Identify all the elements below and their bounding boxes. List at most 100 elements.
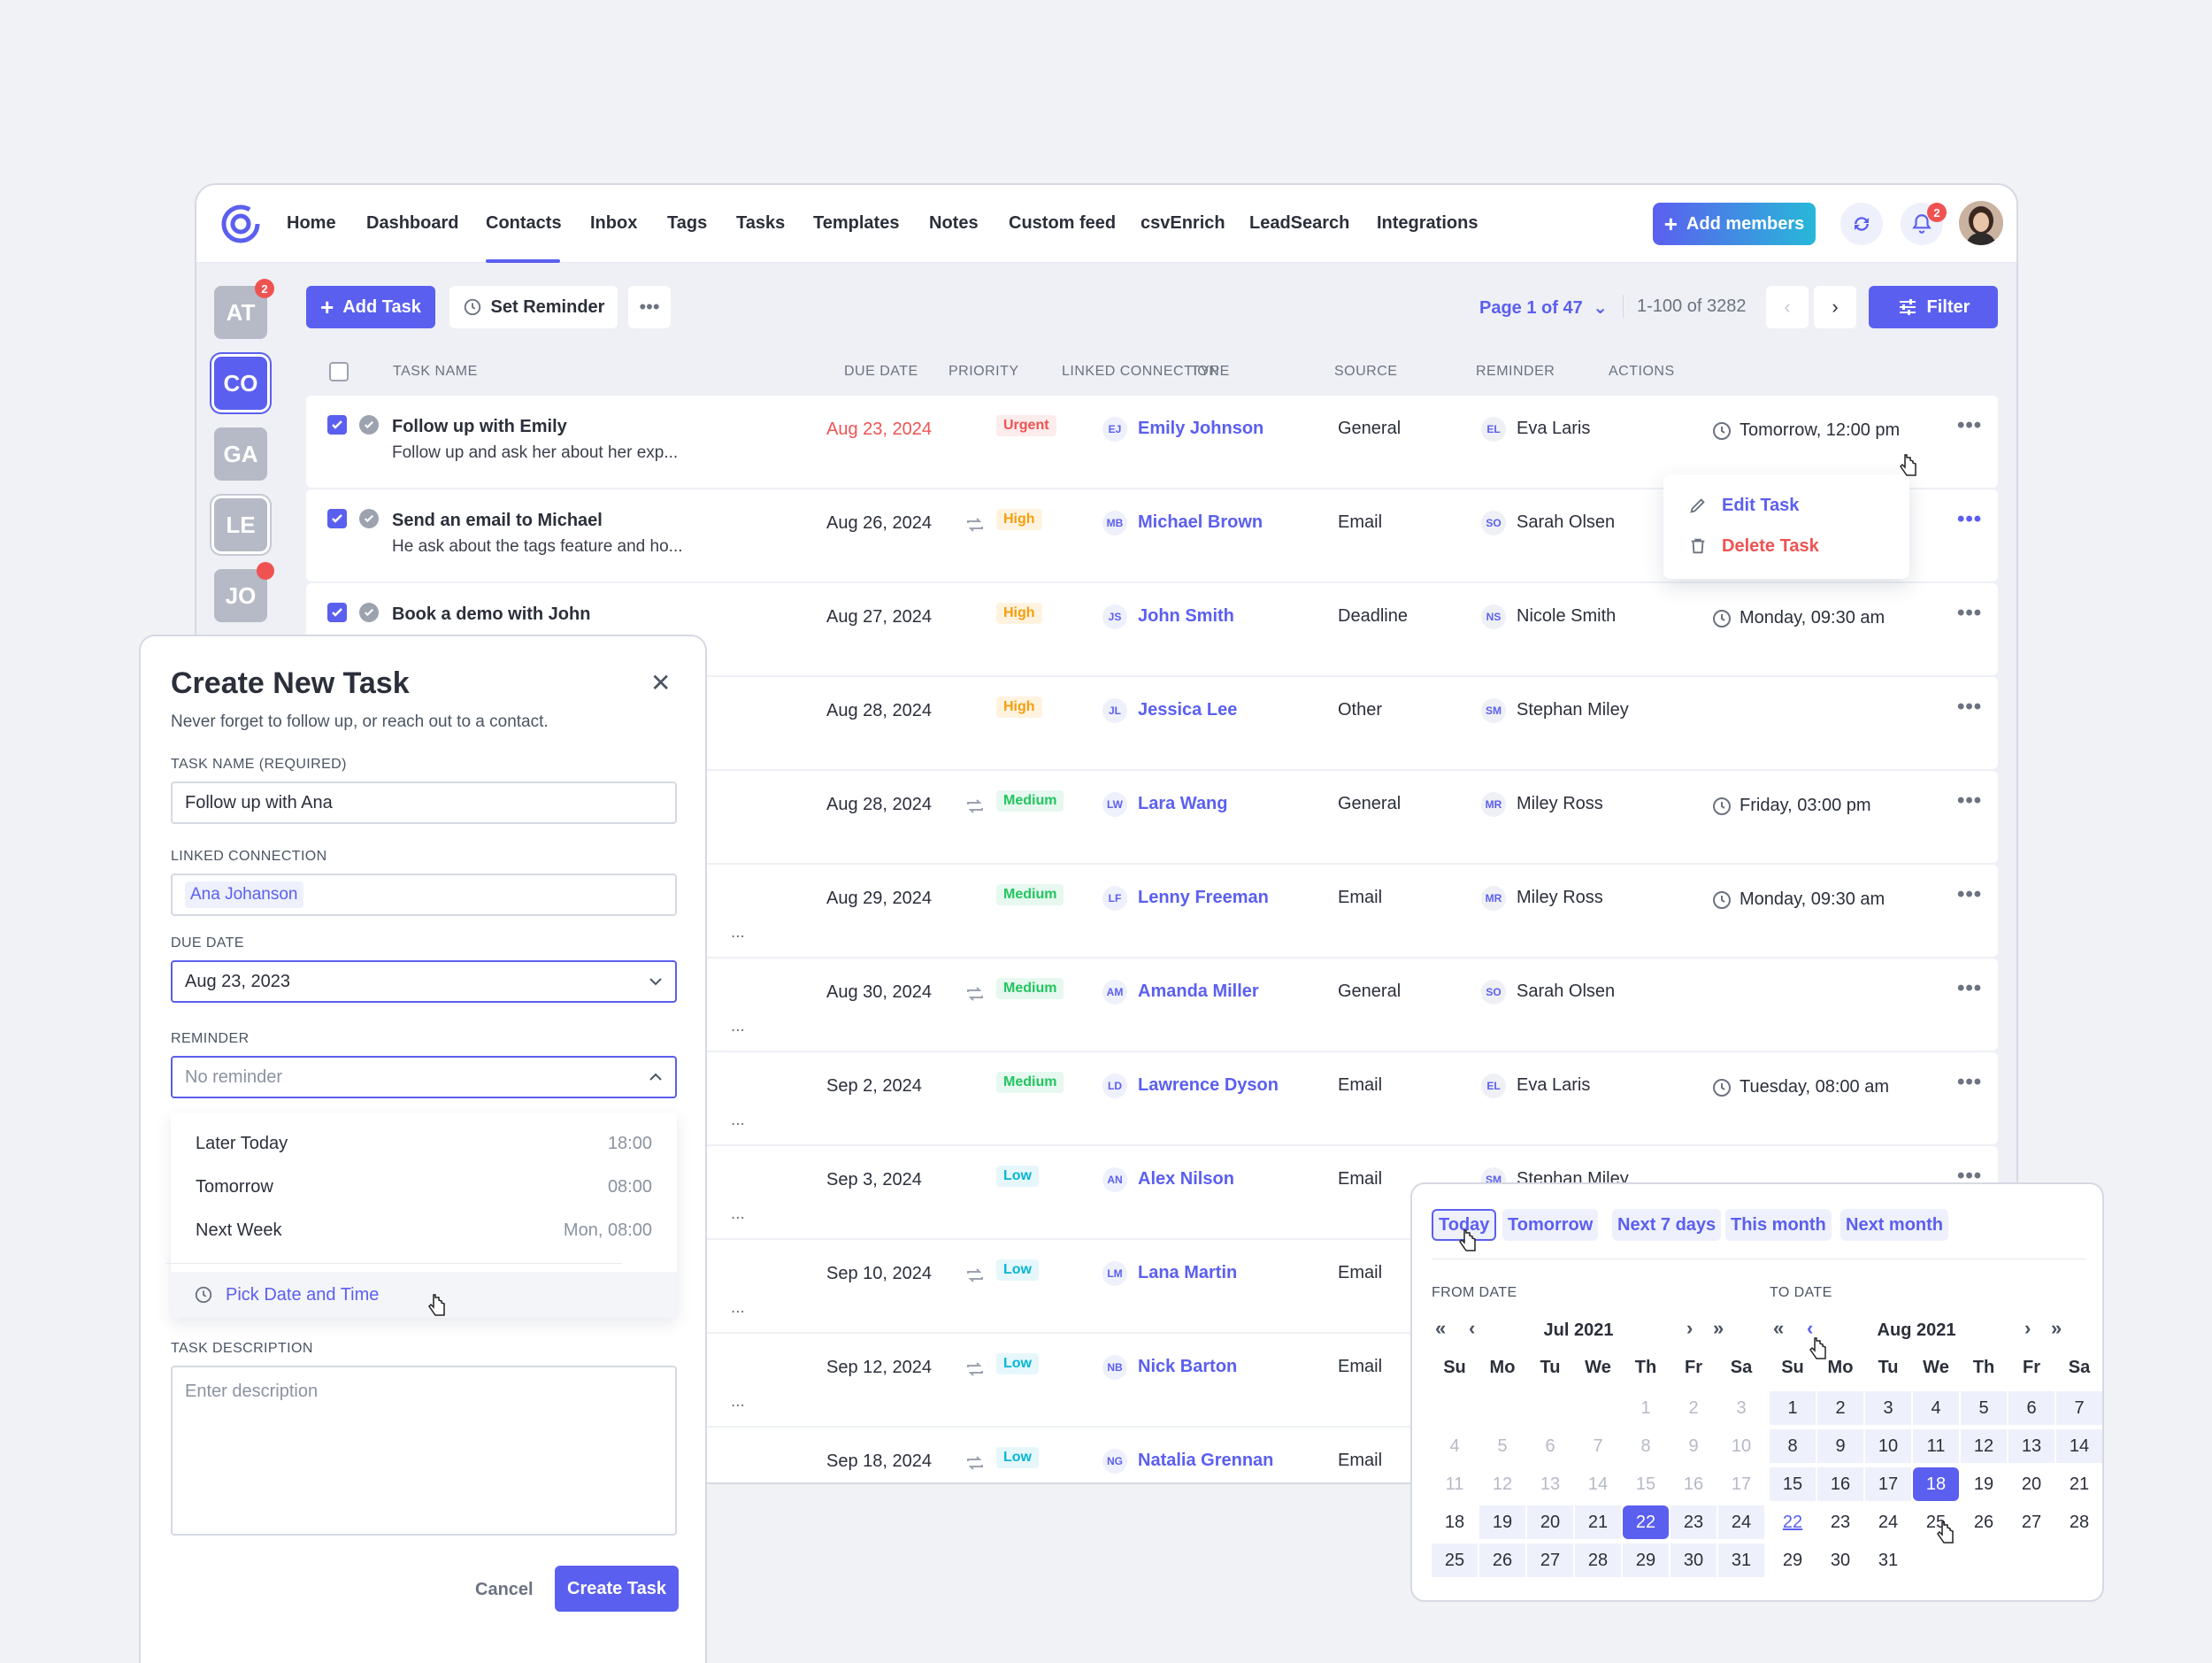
user-avatar[interactable]	[1959, 201, 2003, 245]
reminder-option[interactable]: Later Today 18:00	[196, 1134, 652, 1154]
prev-month-button[interactable]: ‹	[1469, 1317, 1475, 1340]
calendar-day[interactable]: 2	[1817, 1391, 1863, 1425]
nav-item-inbox[interactable]: Inbox	[590, 213, 638, 233]
cancel-button[interactable]: Cancel	[475, 1580, 534, 1599]
nav-item-notes[interactable]: Notes	[929, 213, 979, 233]
notifications-button[interactable]	[1901, 203, 1943, 245]
linked-connection-link[interactable]: Lara Wang	[1138, 794, 1228, 813]
calendar-day[interactable]: 27	[1527, 1544, 1573, 1577]
filter-button[interactable]: Filter	[1869, 286, 1998, 328]
calendar-day[interactable]: 4	[1913, 1391, 1959, 1425]
next-month-button[interactable]: ›	[1686, 1317, 1693, 1340]
calendar-day[interactable]: 11	[1445, 1474, 1464, 1494]
prev-year-button[interactable]: «	[1435, 1317, 1446, 1340]
calendar-day[interactable]: 7	[2056, 1391, 2102, 1425]
calendar-day[interactable]: 21	[1575, 1505, 1621, 1539]
nav-item-tags[interactable]: Tags	[667, 213, 708, 233]
calendar-day[interactable]: 28	[2069, 1512, 2090, 1532]
next-page-button[interactable]: ›	[1814, 286, 1856, 328]
calendar-day[interactable]: 24	[1878, 1512, 1899, 1532]
task-description-textarea[interactable]: Enter description	[171, 1366, 677, 1536]
linked-connection-link[interactable]: Jessica Lee	[1138, 700, 1238, 720]
calendar-day[interactable]: 4	[1449, 1436, 1460, 1456]
nav-item-tasks[interactable]: Tasks	[736, 213, 786, 233]
linked-connection-chip[interactable]: Ana Johanson	[185, 882, 303, 908]
calendar-day[interactable]: 14	[2056, 1429, 2102, 1463]
pick-date-time-option[interactable]: Pick Date and Time	[171, 1272, 677, 1318]
calendar-day[interactable]: 2	[1688, 1397, 1699, 1418]
reminder-option[interactable]: Tomorrow 08:00	[196, 1177, 652, 1197]
calendar-day[interactable]: 24	[1718, 1505, 1764, 1539]
linked-connection-link[interactable]: Lenny Freeman	[1138, 888, 1269, 907]
calendar-day[interactable]: 18	[1913, 1467, 1959, 1501]
delete-task-item[interactable]: Delete Task	[1722, 536, 1819, 556]
calendar-day[interactable]: 3	[1736, 1397, 1747, 1418]
calendar-day[interactable]: 11	[1913, 1429, 1959, 1463]
calendar-day[interactable]: 30	[1830, 1550, 1851, 1570]
calendar-day[interactable]: 23	[1671, 1505, 1717, 1539]
row-actions-button[interactable]: •••	[1957, 976, 1982, 1001]
edit-task-item[interactable]: Edit Task	[1722, 496, 1800, 515]
calendar-day[interactable]: 3	[1865, 1391, 1911, 1425]
calendar-day[interactable]: 31	[1718, 1544, 1764, 1577]
calendar-day[interactable]: 20	[2021, 1474, 2042, 1494]
calendar-day[interactable]: 17	[1865, 1467, 1911, 1501]
workspace-chip[interactable]: JO	[214, 562, 274, 622]
calendar-day[interactable]: 30	[1671, 1544, 1717, 1577]
next-month-button[interactable]: ›	[2024, 1317, 2031, 1340]
reminder-select[interactable]: No reminder	[171, 1056, 677, 1098]
linked-connection-link[interactable]: John Smith	[1138, 606, 1234, 626]
calendar-day[interactable]: 25	[1925, 1512, 1947, 1532]
calendar-day[interactable]: 1	[1770, 1391, 1816, 1425]
calendar-day[interactable]: 8	[1770, 1429, 1816, 1463]
task-name-input[interactable]: Follow up with Ana	[171, 781, 677, 824]
table-row[interactable]: Book a demo with John Aug 27, 2024 High JS J…	[306, 583, 1998, 675]
calendar-day[interactable]: 15	[1635, 1474, 1656, 1494]
workspace-chip[interactable]: CO	[214, 357, 267, 410]
calendar-day[interactable]: 5	[1497, 1436, 1508, 1456]
calendar-day[interactable]: 29	[1623, 1544, 1669, 1577]
linked-connection-link[interactable]: Amanda Miller	[1138, 982, 1259, 1001]
prev-page-button[interactable]: ‹	[1766, 286, 1809, 328]
quick-range-button[interactable]: Tomorrow	[1502, 1209, 1599, 1241]
due-date-select[interactable]: Aug 23, 2023	[171, 960, 677, 1003]
prev-year-button[interactable]: «	[1773, 1317, 1784, 1340]
calendar-day[interactable]: 1	[1640, 1397, 1651, 1418]
calendar-day[interactable]: 12	[1492, 1474, 1513, 1494]
row-actions-button[interactable]: •••	[1957, 882, 1982, 907]
calendar-day[interactable]: 15	[1770, 1467, 1816, 1501]
linked-connection-link[interactable]: Lana Martin	[1138, 1263, 1238, 1282]
calendar-day[interactable]: 12	[1961, 1429, 2007, 1463]
calendar-day[interactable]: 10	[1731, 1436, 1752, 1456]
calendar-day[interactable]: 27	[2021, 1512, 2042, 1532]
close-button[interactable]: ✕	[650, 668, 671, 697]
calendar-day[interactable]: 31	[1878, 1550, 1899, 1570]
more-options-button[interactable]: •••	[628, 286, 671, 328]
complete-toggle[interactable]	[359, 603, 379, 622]
complete-toggle[interactable]	[359, 509, 379, 528]
linked-connection-link[interactable]: Michael Brown	[1138, 512, 1263, 532]
nav-item-custom-feed[interactable]: Custom feed	[1009, 213, 1117, 233]
calendar-day[interactable]: 25	[1432, 1544, 1478, 1577]
row-checkbox[interactable]	[327, 415, 347, 435]
calendar-day[interactable]: 20	[1527, 1505, 1573, 1539]
row-actions-button[interactable]: •••	[1957, 789, 1982, 813]
nav-item-leadsearch[interactable]: LeadSearch	[1249, 213, 1350, 233]
complete-toggle[interactable]	[359, 415, 379, 435]
calendar-day[interactable]: 5	[1961, 1391, 2007, 1425]
nav-item-templates[interactable]: Templates	[813, 213, 900, 233]
workspace-chip[interactable]: GA	[214, 427, 267, 481]
linked-connection-link[interactable]: Natalia Grennan	[1138, 1451, 1274, 1470]
create-task-button[interactable]: Create Task	[555, 1566, 679, 1612]
reminder-option[interactable]: Next Week Mon, 08:00	[196, 1220, 652, 1241]
quick-range-button[interactable]: This month	[1725, 1209, 1832, 1241]
set-reminder-button[interactable]: Set Reminder	[449, 286, 618, 328]
page-selector[interactable]: Page 1 of 47 ⌄	[1479, 296, 1608, 319]
linked-connection-link[interactable]: Lawrence Dyson	[1138, 1075, 1279, 1095]
calendar-day[interactable]: 7	[1593, 1436, 1603, 1456]
calendar-day[interactable]: 28	[1575, 1544, 1621, 1577]
refresh-button[interactable]	[1840, 203, 1883, 245]
row-actions-button[interactable]: •••	[1957, 507, 1982, 532]
calendar-day[interactable]: 16	[1683, 1474, 1704, 1494]
quick-range-button[interactable]: Next 7 days	[1612, 1209, 1722, 1241]
